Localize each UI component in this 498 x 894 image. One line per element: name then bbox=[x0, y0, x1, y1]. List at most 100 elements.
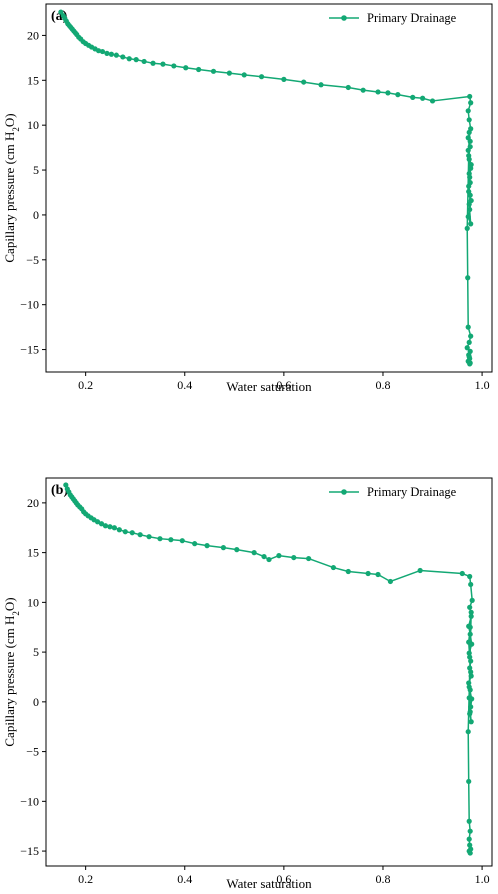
data-point bbox=[306, 555, 312, 562]
data-point bbox=[417, 567, 423, 574]
data-point bbox=[111, 525, 117, 531]
y-tick-label: 5 bbox=[33, 645, 39, 659]
data-point bbox=[466, 183, 472, 189]
data-point bbox=[98, 521, 105, 527]
data-point bbox=[160, 61, 166, 67]
y-tick-label: 15 bbox=[27, 546, 39, 560]
data-point bbox=[104, 50, 110, 56]
plot-frame bbox=[45, 3, 493, 373]
data-point bbox=[258, 74, 265, 80]
y-axis-label-end: O) bbox=[2, 597, 17, 611]
legend-marker bbox=[341, 15, 347, 21]
x-tick-label: 0.6 bbox=[276, 872, 291, 886]
x-tick-label: 0.4 bbox=[177, 378, 192, 392]
data-point bbox=[465, 147, 471, 153]
data-point bbox=[168, 537, 174, 543]
data-point bbox=[266, 556, 272, 563]
data-point bbox=[468, 669, 474, 675]
y-tick-label: −5 bbox=[26, 253, 39, 267]
data-point bbox=[468, 165, 474, 171]
chart-panel-b: 0.2 0.4 0.6 0.8 1.0 20 15 10 5 0 −5 −10 −15 Water sat… bbox=[2, 477, 493, 891]
data-point bbox=[468, 100, 474, 106]
y-tick-label: 0 bbox=[33, 208, 39, 222]
y-axis-label-subscript: 2 bbox=[11, 127, 21, 132]
data-point bbox=[467, 665, 473, 671]
data-point bbox=[226, 70, 232, 76]
legend-label: Primary Drainage bbox=[367, 11, 457, 25]
data-point bbox=[220, 545, 227, 551]
series-line-primary-drainage bbox=[65, 484, 473, 854]
data-point bbox=[129, 530, 135, 536]
data-point bbox=[365, 570, 371, 577]
data-point bbox=[345, 568, 351, 575]
data-point bbox=[113, 52, 119, 58]
x-tick-label: 0.8 bbox=[375, 872, 390, 886]
y-tick-label: 20 bbox=[27, 496, 39, 510]
data-point bbox=[141, 58, 147, 65]
y-tick-label: −15 bbox=[20, 844, 39, 858]
plot-frame bbox=[45, 477, 493, 867]
y-tick-label: 10 bbox=[27, 595, 39, 609]
data-point bbox=[459, 570, 465, 577]
data-point bbox=[318, 82, 324, 88]
data-point bbox=[204, 543, 210, 549]
data-point bbox=[469, 696, 475, 702]
data-point bbox=[468, 609, 474, 615]
data-point bbox=[466, 339, 472, 345]
data-point bbox=[410, 94, 416, 100]
data-point bbox=[122, 529, 128, 535]
data-point bbox=[63, 482, 69, 488]
data-point bbox=[465, 324, 471, 330]
data-point bbox=[468, 658, 474, 664]
data-point bbox=[467, 842, 473, 848]
data-point bbox=[467, 138, 473, 144]
y-tick-label: 5 bbox=[33, 163, 39, 177]
data-point bbox=[192, 541, 198, 547]
data-point bbox=[251, 550, 257, 556]
data-point bbox=[420, 95, 426, 101]
data-point bbox=[467, 573, 473, 580]
data-point bbox=[468, 673, 474, 679]
data-point bbox=[234, 547, 240, 553]
data-point bbox=[467, 206, 473, 213]
data-point bbox=[465, 275, 471, 281]
data-point bbox=[468, 719, 474, 725]
data-point bbox=[241, 72, 247, 78]
data-point bbox=[360, 87, 366, 93]
data-point bbox=[429, 98, 436, 104]
data-point bbox=[466, 201, 472, 207]
data-point bbox=[468, 581, 474, 588]
x-tick-label: 1.0 bbox=[475, 872, 490, 886]
data-point bbox=[281, 76, 287, 82]
legend-label: Primary Drainage bbox=[367, 485, 457, 499]
chart-panel-a: 0.2 0.4 0.6 0.8 1.0 20 15 10 5 0 −5 −10 −15 Water sat… bbox=[2, 3, 493, 394]
data-point bbox=[467, 631, 473, 637]
data-point bbox=[466, 354, 472, 360]
y-tick-label: −15 bbox=[20, 343, 39, 357]
data-point bbox=[99, 48, 106, 55]
x-tick-label: 0.4 bbox=[177, 872, 192, 886]
x-tick-label: 0.8 bbox=[375, 378, 390, 392]
y-tick-label: 0 bbox=[33, 695, 39, 709]
data-point bbox=[261, 553, 267, 560]
data-point bbox=[94, 519, 101, 525]
data-point bbox=[157, 536, 163, 542]
data-point bbox=[466, 117, 472, 123]
data-point bbox=[467, 361, 473, 367]
y-tick-label: 10 bbox=[27, 118, 39, 132]
data-point bbox=[108, 51, 115, 57]
y-tick-label: 20 bbox=[27, 28, 39, 42]
data-point bbox=[120, 54, 126, 60]
data-point bbox=[301, 79, 307, 85]
y-tick-label: −5 bbox=[26, 745, 39, 759]
data-point bbox=[133, 57, 139, 63]
y-axis-label-subscript: 2 bbox=[11, 611, 21, 616]
data-point bbox=[183, 65, 189, 71]
data-point bbox=[375, 571, 381, 578]
data-point bbox=[146, 534, 152, 540]
data-point bbox=[468, 333, 474, 339]
y-axis-label-main: Capillary pressure (cm H bbox=[2, 132, 17, 263]
y-tick-label: 15 bbox=[27, 73, 39, 87]
data-point bbox=[467, 709, 473, 715]
